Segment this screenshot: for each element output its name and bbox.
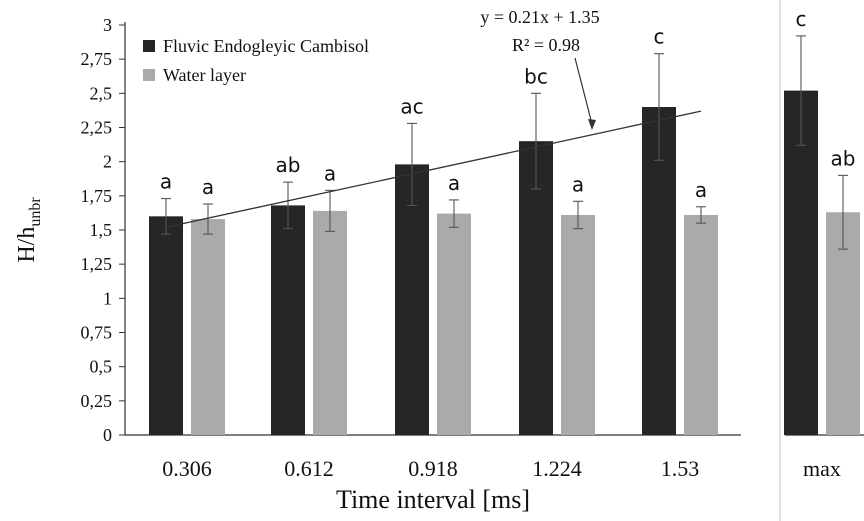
bars (149, 90, 860, 435)
trendline-callout-arrowhead (588, 119, 596, 130)
x-tick-label: 1.53 (661, 456, 700, 481)
legend-label-fluvic: Fluvic Endogleyic Cambisol (163, 36, 369, 56)
bar (561, 214, 595, 435)
x-tick-label: 0.306 (162, 456, 212, 481)
y-axis-label: H/hunbr (14, 197, 44, 263)
y-tick-label: 1,75 (81, 186, 113, 206)
trendline (165, 110, 702, 228)
x-tick-label: 0.612 (284, 456, 334, 481)
significance-label: a (572, 172, 584, 196)
bar (313, 210, 347, 435)
bar (642, 107, 676, 435)
legend-swatch-fluvic (143, 40, 155, 52)
legend-label-water: Water layer (163, 65, 246, 85)
y-tick-label: 2,75 (81, 49, 113, 69)
y-tick-label: 2,25 (81, 118, 113, 138)
bar (271, 205, 305, 435)
bar (149, 216, 183, 435)
significance-label: c (796, 7, 807, 31)
significance-label: ab (276, 153, 301, 177)
significance-label: ab (831, 146, 856, 170)
y-tick-label: 3 (103, 15, 112, 35)
trendline-equation: y = 0.21x + 1.35 (480, 7, 599, 27)
trendline-callout-line (574, 57, 593, 125)
y-tick-label: 1,25 (81, 254, 113, 274)
significance-label: a (160, 170, 172, 194)
y-ticks: 0 0,25 0,5 0,75 1 1,25 1,5 1,75 2 2,25 2,5 2,75 3 (81, 15, 125, 445)
significance-label: ac (400, 94, 423, 118)
significance-label: bc (524, 64, 548, 88)
significance-label: a (202, 175, 214, 199)
legend-swatch-water (143, 69, 155, 81)
significance-label: a (324, 161, 336, 185)
x-tick-label: 0.918 (408, 456, 458, 481)
bar (191, 219, 225, 435)
x-tick-label: max (803, 456, 841, 481)
trendline-group (165, 110, 702, 228)
bar (519, 141, 553, 435)
significance-label: a (695, 178, 707, 202)
y-tick-label: 1,5 (90, 220, 113, 240)
y-tick-label: 0,25 (81, 391, 113, 411)
error-bars (161, 35, 848, 250)
bar (684, 214, 718, 435)
x-axis-label: Time interval [ms] (336, 485, 530, 514)
bar (437, 213, 471, 435)
trendline-r2: R² = 0.98 (512, 35, 580, 55)
x-tick-labels: 0.306 0.612 0.918 1.224 1.53 max (162, 456, 841, 481)
y-tick-label: 0 (103, 425, 112, 445)
significance-label: a (448, 171, 460, 195)
significance-label: c (654, 25, 665, 49)
legend: Fluvic Endogleyic Cambisol Water layer (143, 36, 369, 85)
y-tick-label: 2,5 (90, 83, 113, 103)
y-tick-label: 0,75 (81, 323, 113, 343)
y-tick-label: 2 (103, 152, 112, 172)
bar (784, 90, 818, 435)
y-tick-label: 0,5 (90, 357, 113, 377)
y-tick-label: 1 (103, 288, 112, 308)
x-tick-label: 1.224 (532, 456, 582, 481)
bar (395, 164, 429, 435)
